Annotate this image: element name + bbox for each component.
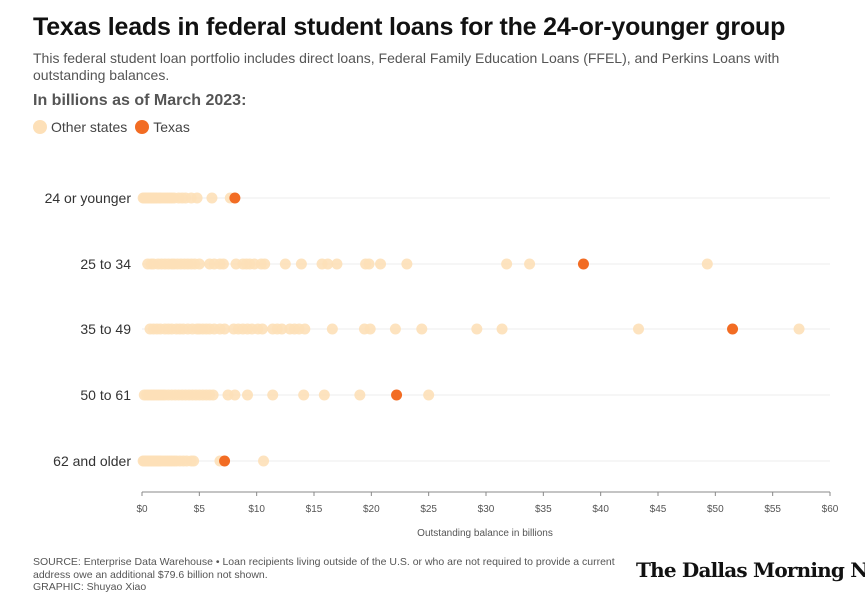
other-state-point [524,258,536,270]
other-state-point [217,258,229,270]
other-state-point [354,389,366,401]
other-state-point [193,258,205,270]
legend-swatch-other-states [33,120,47,134]
x-tick-label: $10 [248,504,265,515]
other-state-point [416,323,428,335]
x-tick-label: $20 [363,504,380,515]
legend-label-other-states: Other states [51,119,128,135]
other-state-point [279,258,291,270]
other-state-point [401,258,413,270]
other-state-point [219,323,231,335]
other-state-point [299,323,311,335]
other-state-point [276,323,288,335]
texas-point [727,323,739,335]
x-tick-label: $55 [764,504,781,515]
texas-point [219,455,231,467]
source-note: SOURCE: Enterprise Data Warehouse • Loan… [33,556,643,594]
texas-point [229,192,241,204]
other-state-point [207,389,219,401]
category-label: 24 or younger [45,190,132,206]
category-label: 50 to 61 [80,387,131,403]
x-tick-label: $35 [535,504,552,515]
legend: Other states Texas [33,119,198,135]
other-state-point [423,389,435,401]
legend-item-texas: Texas [135,119,190,135]
x-axis-title: Outstanding balance in billions [417,528,553,539]
other-state-point [298,389,310,401]
category-label: 35 to 49 [80,321,131,337]
texas-point [391,389,403,401]
category-label: 62 and older [53,453,131,469]
chart-subtitle: This federal student loan portfolio incl… [33,50,780,83]
unit-label: In billions as of March 2023: [33,92,247,109]
x-tick-label: $45 [650,504,667,515]
other-state-point [188,455,200,467]
graphic-credit: GRAPHIC: Shuyao Xiao [33,581,147,593]
other-state-point [259,258,271,270]
other-state-point [375,258,387,270]
x-tick-label: $5 [194,504,206,515]
other-state-point [206,192,218,204]
texas-point [577,258,589,270]
other-state-point [258,455,270,467]
other-state-point [496,323,508,335]
other-state-point [229,389,241,401]
other-state-point [633,323,645,335]
other-state-point [701,258,713,270]
other-state-point [295,258,307,270]
other-state-point [326,323,338,335]
other-state-point [363,258,375,270]
x-tick-label: $30 [478,504,495,515]
other-state-point [793,323,805,335]
other-state-point [331,258,343,270]
dot-plot: 24 or younger 25 to 34 35 to 49 50 to 61 62 … [45,190,839,539]
other-state-point [256,323,268,335]
other-state-point [389,323,401,335]
x-tick-label: $50 [707,504,724,515]
other-state-point [322,258,334,270]
publisher-logo: The Dallas Morning News [636,558,865,582]
legend-label-texas: Texas [153,119,190,135]
x-tick-label: $0 [136,504,148,515]
x-tick-label: $15 [306,504,323,515]
other-state-point [241,389,253,401]
x-tick-label: $60 [822,504,839,515]
legend-item-other-states: Other states [33,119,127,135]
other-state-point [501,258,513,270]
source-text: SOURCE: Enterprise Data Warehouse • Loan… [33,556,615,581]
other-state-point [471,323,483,335]
x-tick-label: $40 [592,504,609,515]
other-state-point [267,389,279,401]
x-tick-label: $25 [420,504,437,515]
other-state-point [191,192,203,204]
category-label: 25 to 34 [80,256,131,272]
other-state-point [318,389,330,401]
legend-swatch-texas [135,120,150,134]
chart-title: Texas leads in federal student loans for… [33,13,786,41]
other-state-point [364,323,376,335]
